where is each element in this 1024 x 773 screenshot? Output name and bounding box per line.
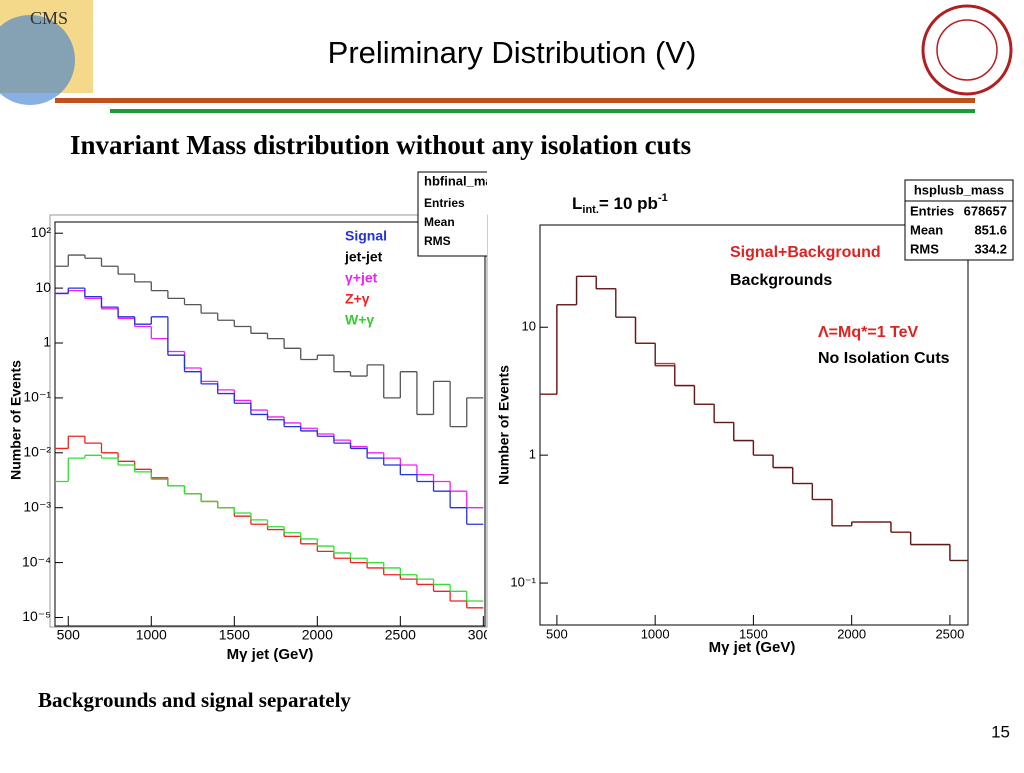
slide-title: Preliminary Distribution (V) [328,35,697,70]
seal-inner [936,19,998,81]
caption: Backgrounds and signal separately [38,688,351,712]
x-tick-label: 500 [57,627,81,643]
x-tick-label: 500 [546,626,568,641]
y-tick-label: 10⁻³ [23,498,51,514]
stats-box-frame [417,171,487,257]
x-axis-label: Mγ jet (GeV) [709,639,796,656]
cms-logo-art [0,15,75,105]
legend-entry: jet-jet [344,249,383,265]
y-tick-label: 10 [522,319,536,334]
stats-box-key: RMS [910,241,939,256]
y-axis-label: Number of Events [8,360,24,480]
stats-box-row: Mean [424,215,455,229]
x-tick-label: 2500 [385,627,416,643]
x-tick-label: 3000 [468,627,499,643]
y-tick-label: 10⁻¹ [23,389,51,405]
lumi-part: -1 [658,192,668,204]
legend-entry: Z+γ [345,291,370,307]
plot-area [55,254,484,609]
stats-box: hbfinal_mass Entries Mean RMS [417,171,507,257]
y-tick-label: 10⁻² [23,444,51,460]
legend-entry: W+γ [345,312,374,328]
plot-frame [539,224,969,626]
legend-entry: Backgrounds [730,272,832,289]
annotation: Λ=Mq*=1 TeV [818,324,919,341]
y-tick-label: 1 [529,447,536,462]
y-tick-label: 10² [31,224,52,240]
stats-box-row: Entries [424,196,465,210]
lumi-part: L [572,194,582,213]
y-tick-label: 10⁻¹ [510,574,536,589]
x-tick-label: 1500 [219,627,250,643]
x-tick-label: 1500 [739,626,768,641]
x-tick-label: 1000 [136,627,167,643]
chart: 10² 10 1 10⁻¹ 10⁻² 10⁻³ 10⁻⁴ 10⁻⁵ 500 1000 1500 200… [8,221,499,663]
legend-entry: Signal [345,228,387,244]
x-tick-label: 2000 [302,627,333,643]
page-number: 15 [991,722,1010,741]
legend-entry: γ+jet [345,270,378,286]
seal [921,4,1013,96]
lumi-part: = 10 pb [599,194,658,213]
legend-entry: Signal+Background [730,244,881,261]
x-tick-label: 1000 [641,626,670,641]
logo-text: CMS [30,8,68,28]
y-tick-label: 10⁻⁴ [22,553,51,569]
y-tick-label: 10⁻⁵ [22,608,51,624]
stats-box-row: RMS [424,234,451,248]
subtitle: Invariant Mass distribution without any … [70,130,691,160]
x-axis-label: Mγ jet (GeV) [227,646,314,663]
x-tick-label: 2000 [837,626,866,641]
stats-box-value: 851.6 [974,222,1007,237]
rule-green [110,109,975,113]
y-tick-label: 1 [43,334,51,350]
rule-orange [55,98,975,103]
plot-frame [54,221,486,627]
stats-box-value: 334.2 [974,241,1007,256]
stats-box-title: hsplusb_mass [914,182,1004,197]
left-panel [49,214,488,628]
stats-box-title: hbfinal_mass [424,173,507,188]
lumi-part: int. [582,204,599,216]
stats-box-value: 678657 [964,203,1007,218]
stats-box-key: Mean [910,222,943,237]
lumi-label: Lint.= 10 pb-1 [572,192,668,216]
x-tick-label: 2500 [935,626,964,641]
stats-box-frame [904,179,1014,261]
y-tick-label: 10 [35,279,51,295]
annotation: No Isolation Cuts [818,350,950,367]
chart: 10 1 10⁻¹ 500 1000 1500 2000 2500 Signal+Backgro… [496,224,969,656]
y-axis-label: Number of Events [496,365,512,485]
plot-area [540,275,968,562]
stats-box-key: Entries [910,203,954,218]
